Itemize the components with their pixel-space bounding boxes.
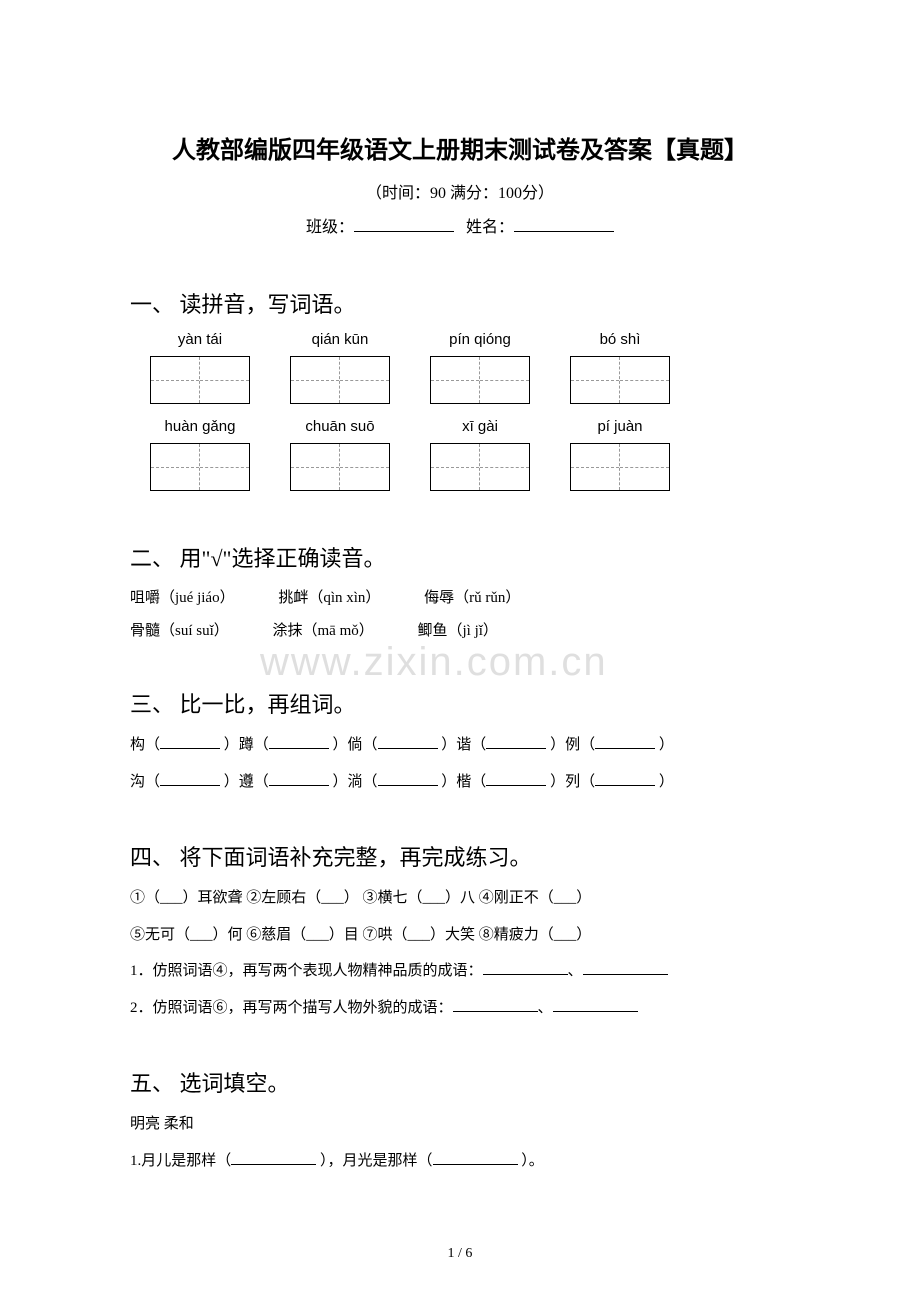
name-label: 姓名： bbox=[466, 219, 514, 236]
txt: ）谐（ bbox=[441, 737, 486, 753]
reading-item[interactable]: 咀嚼（jué jiáo） bbox=[130, 585, 235, 612]
txt: ）列（ bbox=[550, 774, 595, 790]
box-row-1 bbox=[130, 356, 790, 404]
txt: ）例（ bbox=[550, 737, 595, 753]
txt: ）。 bbox=[521, 1153, 544, 1169]
txt: ）淌（ bbox=[333, 774, 378, 790]
char-box[interactable] bbox=[430, 443, 530, 491]
pinyin: pí juàn bbox=[570, 418, 670, 435]
reading-row: 骨髓（suí suǐ） 涂抹（mā mǒ） 鲫鱼（jì jǐ） bbox=[130, 618, 790, 645]
blank[interactable] bbox=[433, 1150, 518, 1165]
blank[interactable] bbox=[269, 771, 329, 786]
blank[interactable] bbox=[453, 997, 538, 1012]
blank[interactable] bbox=[583, 960, 668, 975]
txt: ），月光是那样（ bbox=[320, 1153, 433, 1169]
blank[interactable] bbox=[486, 771, 546, 786]
blank[interactable] bbox=[595, 734, 655, 749]
char-box[interactable] bbox=[290, 356, 390, 404]
section-2-heading: 二、 用"√"选择正确读音。 bbox=[130, 541, 790, 573]
char-box[interactable] bbox=[430, 356, 530, 404]
reading-item[interactable]: 鲫鱼（jì jǐ） bbox=[418, 618, 498, 645]
idiom-q: 2．仿照词语⑥，再写两个描写人物外貌的成语：、 bbox=[130, 994, 790, 1023]
page-footer: 1 / 6 bbox=[0, 1246, 920, 1262]
txt: ）楷（ bbox=[441, 774, 486, 790]
reading-item[interactable]: 侮辱（rǔ rǔn） bbox=[424, 585, 520, 612]
char-box[interactable] bbox=[290, 443, 390, 491]
char-box[interactable] bbox=[570, 356, 670, 404]
pinyin: qián kūn bbox=[290, 331, 390, 348]
name-blank[interactable] bbox=[514, 216, 614, 232]
word-options: 明亮 柔和 bbox=[130, 1110, 790, 1139]
txt: 2．仿照词语⑥，再写两个描写人物外貌的成语： bbox=[130, 1000, 453, 1016]
txt: ） bbox=[659, 737, 674, 753]
form-line: 班级： 姓名： bbox=[130, 213, 790, 237]
compare-row: 沟（ ）遵（ ）淌（ ）楷（ ）列（ ） bbox=[130, 768, 790, 797]
txt: ）遵（ bbox=[224, 774, 269, 790]
char-box[interactable] bbox=[570, 443, 670, 491]
section-4-heading: 四、 将下面词语补充完整，再完成练习。 bbox=[130, 840, 790, 872]
idiom-line: ①（___）耳欲聋 ②左顾右（___） ③横七（___）八 ④刚正不（___） bbox=[130, 884, 790, 913]
fill-sentence: 1.月儿是那样（ ），月光是那样（ ）。 bbox=[130, 1147, 790, 1176]
blank[interactable] bbox=[595, 771, 655, 786]
blank[interactable] bbox=[378, 734, 438, 749]
idiom-line: ⑤无可（___）何 ⑥慈眉（___）目 ⑦哄（___）大笑 ⑧精疲力（___） bbox=[130, 921, 790, 950]
pinyin-row-1: yàn tái qián kūn pín qióng bó shì bbox=[130, 331, 790, 348]
txt: ） bbox=[659, 774, 674, 790]
pinyin: xī gài bbox=[430, 418, 530, 435]
txt: 构（ bbox=[130, 737, 160, 753]
blank[interactable] bbox=[483, 960, 568, 975]
blank[interactable] bbox=[160, 734, 220, 749]
box-row-2 bbox=[130, 443, 790, 491]
txt: 沟（ bbox=[130, 774, 160, 790]
blank[interactable] bbox=[231, 1150, 316, 1165]
pinyin: chuān suō bbox=[290, 418, 390, 435]
pinyin-row-2: huàn gǎng chuān suō xī gài pí juàn bbox=[130, 418, 790, 435]
pinyin: pín qióng bbox=[430, 331, 530, 348]
page-title: 人教部编版四年级语文上册期末测试卷及答案【真题】 bbox=[130, 130, 790, 165]
blank[interactable] bbox=[486, 734, 546, 749]
reading-item[interactable]: 涂抹（mā mǒ） bbox=[273, 618, 374, 645]
section-3-heading: 三、 比一比，再组词。 bbox=[130, 687, 790, 719]
section-5-heading: 五、 选词填空。 bbox=[130, 1066, 790, 1098]
class-label: 班级： bbox=[306, 219, 354, 236]
blank[interactable] bbox=[553, 997, 638, 1012]
char-box[interactable] bbox=[150, 443, 250, 491]
pinyin: bó shì bbox=[570, 331, 670, 348]
txt: ）蹲（ bbox=[224, 737, 269, 753]
char-box[interactable] bbox=[150, 356, 250, 404]
reading-item[interactable]: 骨髓（suí suǐ） bbox=[130, 618, 229, 645]
blank[interactable] bbox=[269, 734, 329, 749]
compare-row: 构（ ）蹲（ ）倘（ ）谐（ ）例（ ） bbox=[130, 731, 790, 760]
blank[interactable] bbox=[378, 771, 438, 786]
meta-line: （时间：90 满分：100分） bbox=[130, 179, 790, 203]
blank[interactable] bbox=[160, 771, 220, 786]
pinyin: huàn gǎng bbox=[150, 418, 250, 435]
txt: 1.月儿是那样（ bbox=[130, 1153, 231, 1169]
reading-item[interactable]: 挑衅（qìn xìn） bbox=[278, 585, 380, 612]
pinyin: yàn tái bbox=[150, 331, 250, 348]
class-blank[interactable] bbox=[354, 216, 454, 232]
reading-row: 咀嚼（jué jiáo） 挑衅（qìn xìn） 侮辱（rǔ rǔn） bbox=[130, 585, 790, 612]
txt: ）倘（ bbox=[333, 737, 378, 753]
txt: 1．仿照词语④，再写两个表现人物精神品质的成语： bbox=[130, 963, 483, 979]
section-1-heading: 一、 读拼音，写词语。 bbox=[130, 287, 790, 319]
idiom-q: 1．仿照词语④，再写两个表现人物精神品质的成语：、 bbox=[130, 957, 790, 986]
